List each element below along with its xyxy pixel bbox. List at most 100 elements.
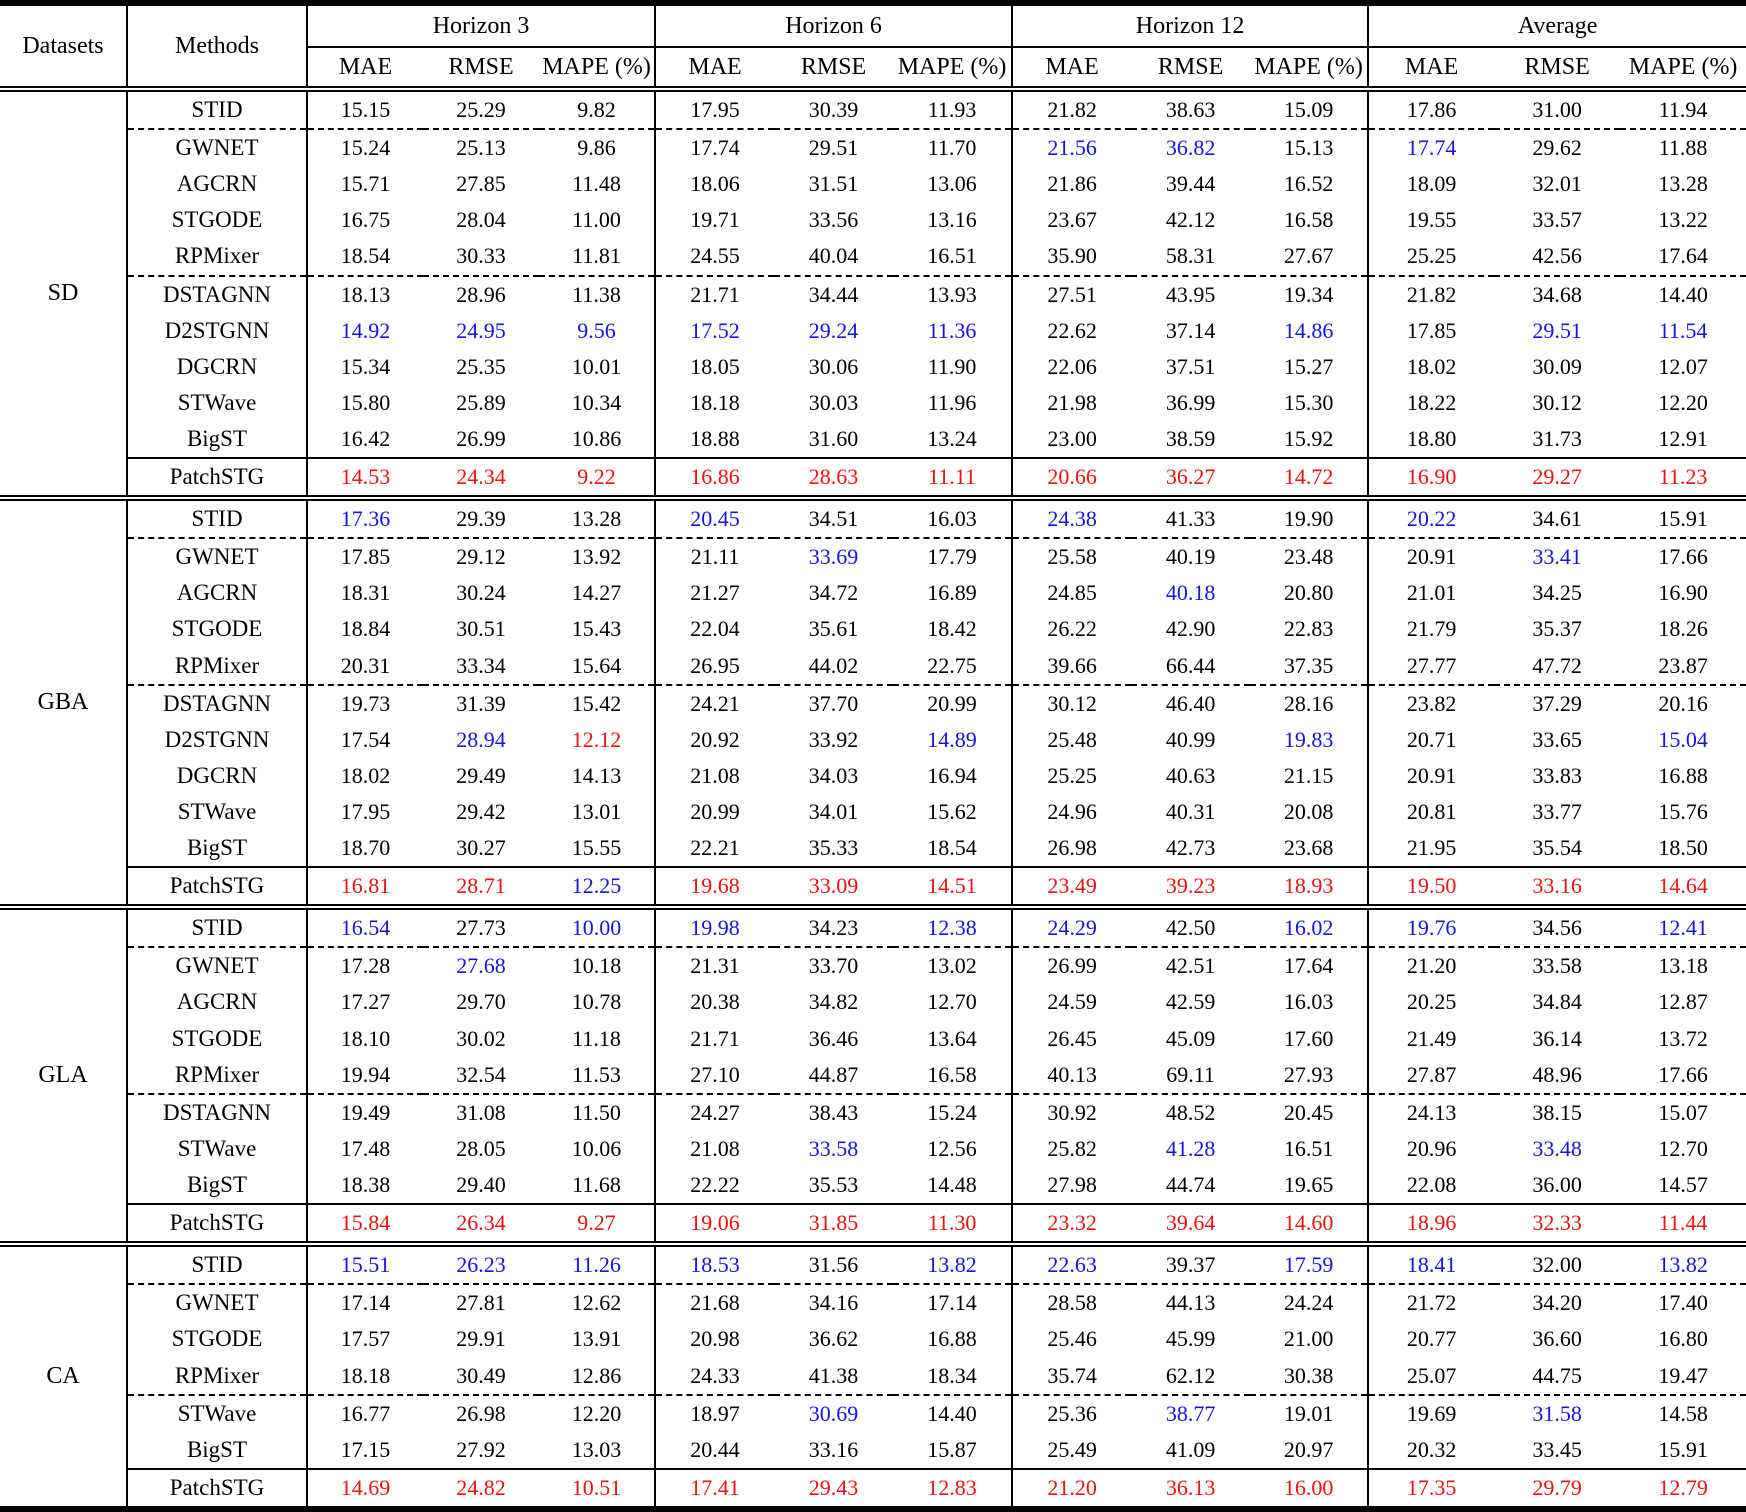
metric-value: 19.01 (1283, 1400, 1334, 1426)
metric-value: 20.25 (1367, 984, 1495, 1021)
metric-value: 17.14 (927, 1290, 977, 1316)
method-name: GWNET (126, 538, 307, 576)
metric-value: 33.83 (1532, 762, 1582, 788)
metric-value: 33.92 (808, 726, 859, 752)
metric-value: 15.09 (1250, 89, 1369, 131)
metric-value: 11.54 (1658, 317, 1708, 343)
metric-value: 13.93 (927, 281, 977, 307)
metric-value: 20.16 (1658, 690, 1708, 716)
metric-value: 20.97 (1283, 1436, 1334, 1462)
metric-value: 13.01 (571, 798, 622, 824)
metric-value: 45.99 (1165, 1326, 1216, 1352)
metric-value: 30.39 (774, 89, 894, 131)
metric-value: 28.71 (423, 865, 539, 908)
metric-value: 11.88 (1658, 135, 1708, 161)
metric-value: 15.07 (1658, 1099, 1708, 1125)
metric-value: 16.03 (893, 498, 1013, 540)
column-header-rmse: RMSE (448, 53, 514, 80)
metric-value: 14.40 (927, 1400, 977, 1426)
metric-value: 33.09 (774, 865, 894, 908)
metric-value: 19.34 (1283, 281, 1334, 307)
metric-value: 40.31 (1165, 798, 1216, 824)
column-header-mae: MAE (306, 47, 423, 89)
metric-value: 42.12 (1165, 207, 1216, 233)
method-name: RPMixer (126, 238, 307, 277)
metric-value: 10.01 (571, 353, 622, 379)
table-row: GWNET 17.85 29.12 13.92 21.11 33.69 17.79 25.58… (0, 538, 1746, 576)
metric-value: 18.88 (654, 420, 775, 458)
metric-value: 35.33 (808, 834, 859, 860)
metric-value: 31.85 (774, 1202, 894, 1245)
metric-value: 36.99 (1165, 389, 1216, 415)
metric-value: 34.61 (1494, 498, 1621, 540)
metric-value: 19.71 (654, 202, 775, 239)
metric-value: 31.08 (456, 1099, 506, 1125)
metric-value: 28.94 (456, 726, 506, 752)
metric-value: 21.56 (1011, 129, 1132, 167)
metric-value: 20.81 (1367, 793, 1495, 830)
metric-value: 11.96 (927, 389, 977, 415)
metric-value: 44.87 (774, 1056, 894, 1095)
method-name: GWNET (126, 1284, 307, 1322)
metric-value: 13.28 (539, 498, 656, 540)
metric-value: 36.13 (1131, 1467, 1251, 1509)
metric-value: 11.50 (572, 1099, 621, 1125)
metric-value: 42.50 (1131, 907, 1251, 949)
metric-value: 19.06 (654, 1202, 775, 1245)
metric-value: 12.62 (571, 1290, 622, 1316)
metric-value: 28.63 (774, 456, 894, 499)
method-name: BigST (126, 420, 307, 458)
metric-value: 17.60 (1283, 1025, 1334, 1051)
metric-value: 9.22 (539, 456, 656, 499)
metric-value: 15.24 (306, 129, 423, 167)
metric-value: 58.31 (1131, 238, 1251, 277)
metric-value: 38.43 (808, 1099, 859, 1125)
metric-value: 27.98 (1011, 1166, 1132, 1204)
metric-value: 17.27 (306, 984, 423, 1021)
table-row: STWave 15.80 25.89 10.34 18.18 30.03 11.96 21.9… (0, 384, 1746, 421)
metric-value: 12.20 (1658, 389, 1708, 415)
metric-value: 39.44 (1165, 171, 1216, 197)
metric-value: 23.87 (1620, 647, 1746, 686)
metric-value: 14.60 (1250, 1202, 1369, 1245)
metric-value: 15.76 (1658, 798, 1708, 824)
metric-value: 32.00 (1494, 1244, 1621, 1286)
metric-value: 18.50 (1658, 834, 1708, 860)
dataset-label: GBA (37, 689, 89, 716)
metric-value: 34.44 (808, 281, 859, 307)
metric-value: 44.75 (1494, 1357, 1621, 1396)
metric-value: 21.95 (1367, 829, 1495, 867)
metric-value: 24.59 (1011, 984, 1132, 1021)
metric-value: 62.12 (1131, 1357, 1251, 1396)
metric-value: 14.40 (1658, 281, 1708, 307)
metric-value: 18.42 (927, 616, 977, 642)
metric-value: 18.54 (927, 834, 977, 860)
table-row: STGODE 17.57 29.91 13.91 20.98 36.62 16.88 25.4… (0, 1321, 1746, 1358)
metric-value: 26.98 (456, 1400, 506, 1426)
metric-value: 14.51 (893, 865, 1013, 908)
metric-value: 9.86 (577, 135, 616, 161)
metric-value: 18.10 (306, 1020, 423, 1057)
metric-value: 22.04 (654, 611, 775, 648)
metric-value: 33.48 (1532, 1135, 1582, 1161)
metric-value: 17.57 (306, 1321, 423, 1358)
metric-value: 18.31 (306, 575, 423, 612)
metric-value: 17.95 (654, 89, 775, 131)
metric-value: 16.58 (1283, 207, 1334, 233)
metric-value: 32.01 (1532, 171, 1582, 197)
metric-value: 34.84 (1532, 989, 1582, 1015)
metric-value: 17.86 (1367, 89, 1495, 131)
metric-value: 30.03 (808, 389, 859, 415)
metric-value: 11.70 (927, 135, 977, 161)
metric-value: 43.95 (1165, 281, 1216, 307)
metric-value: 25.48 (1011, 721, 1132, 758)
method-name: GWNET (126, 129, 307, 167)
metric-value: 29.70 (456, 989, 506, 1015)
metric-value: 34.03 (808, 762, 859, 788)
metric-value: 12.41 (1620, 907, 1746, 949)
metric-value: 32.33 (1494, 1202, 1621, 1245)
metric-value: 23.68 (1283, 834, 1334, 860)
metric-value: 25.13 (456, 135, 506, 161)
metric-value: 11.81 (539, 238, 656, 277)
metric-value: 13.82 (893, 1244, 1013, 1286)
